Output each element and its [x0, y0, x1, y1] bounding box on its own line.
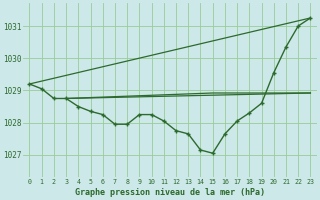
X-axis label: Graphe pression niveau de la mer (hPa): Graphe pression niveau de la mer (hPa): [75, 188, 265, 197]
